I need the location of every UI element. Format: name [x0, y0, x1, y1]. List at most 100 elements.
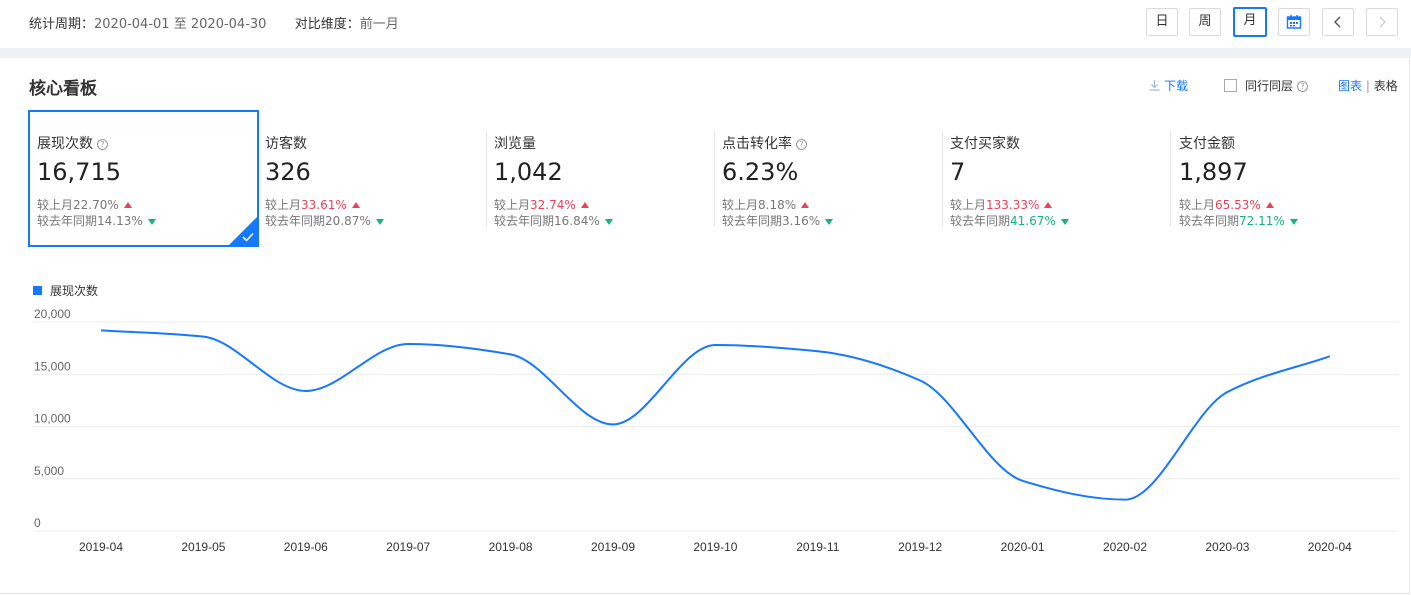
metric-divider [1170, 131, 1171, 227]
help-icon: ? [97, 139, 108, 150]
mom-label: 较上月 [722, 198, 759, 212]
mom-label: 较上月 [265, 198, 302, 212]
arrow-down-icon [825, 219, 834, 225]
legend-label: 展现次数 [50, 284, 99, 298]
arrow-up-icon [580, 202, 589, 208]
period-start: 2020-04-01 [94, 17, 170, 32]
metric-label: 点击转化率 [722, 136, 792, 152]
mom-value: 133.33% [986, 198, 1040, 212]
metric-card-payment-amount[interactable]: 支付金额 1,897 较上月65.53% 较去年同期72.11% [1171, 112, 1391, 242]
arrow-up-icon [351, 202, 360, 208]
mom-value: 22.70% [73, 198, 119, 212]
arrow-up-icon [123, 202, 132, 208]
yoy-value: 3.16% [782, 214, 821, 228]
metric-value: 326 [265, 158, 311, 186]
next-button[interactable] [1366, 8, 1398, 36]
legend-swatch [33, 286, 42, 295]
arrow-down-icon [604, 219, 613, 225]
metric-card-impressions[interactable]: 展现次数? 16,715 较上月22.70% 较去年同期14.13% [29, 112, 249, 242]
arrow-down-icon [147, 219, 156, 225]
metric-label: 支付金额 [1179, 136, 1235, 152]
selected-metric-frame [28, 110, 259, 247]
yoy-label: 较去年同期 [37, 214, 98, 228]
x-tick-label: 2019-08 [489, 540, 533, 554]
y-tick-label: 20,000 [34, 307, 71, 321]
metric-card-visitors[interactable]: 访客数 326 较上月33.61% 较去年同期20.87% [257, 112, 477, 242]
x-tick-label: 2020-01 [1001, 540, 1045, 554]
download-link[interactable]: 下载 [1149, 77, 1188, 94]
download-label: 下载 [1164, 79, 1189, 93]
metric-label: 浏览量 [494, 136, 536, 152]
calendar-button[interactable] [1278, 8, 1310, 36]
prev-button[interactable] [1322, 8, 1354, 36]
metric-label: 支付买家数 [950, 136, 1020, 152]
arrow-down-icon [1060, 219, 1069, 225]
metric-value: 1,897 [1179, 158, 1248, 186]
peer-compare-label: 同行同层 [1245, 79, 1294, 93]
chart-legend[interactable]: 展现次数 [33, 282, 98, 299]
yoy-value: 20.87% [325, 214, 371, 228]
chart-grid [33, 321, 1399, 532]
view-divider: | [1365, 79, 1370, 93]
y-tick-label: 5,000 [34, 464, 64, 478]
compare-label: 对比维度： [294, 17, 360, 32]
arrow-up-icon [801, 202, 810, 208]
y-tick-label: 0 [34, 516, 41, 530]
metric-value: 6.23% [722, 158, 799, 186]
help-icon: ? [796, 139, 807, 150]
metric-value: 7 [950, 158, 966, 186]
yoy-value: 16.84% [554, 214, 600, 228]
metric-label: 展现次数 [37, 136, 93, 152]
compare-value: 前一月 [359, 17, 399, 32]
x-axis-ticks: 2019-04 2019-05 2019-06 2019-07 2019-08 2019-… [79, 540, 1352, 554]
peer-compare-toggle[interactable]: 同行同层? [1224, 77, 1309, 94]
yoy-label: 较去年同期 [265, 214, 326, 228]
x-tick-label: 2019-05 [181, 540, 225, 554]
download-icon [1149, 80, 1160, 91]
chevron-left-icon [1334, 16, 1341, 28]
yoy-label: 较去年同期 [494, 214, 555, 228]
month-button[interactable]: 月 [1233, 7, 1267, 37]
x-tick-label: 2019-11 [796, 540, 839, 554]
x-tick-label: 2019-07 [386, 540, 430, 554]
period-to: 至 [173, 17, 187, 32]
period-end: 2020-04-30 [190, 17, 267, 32]
arrow-up-icon [1044, 202, 1053, 208]
x-tick-label: 2020-03 [1205, 540, 1249, 554]
chevron-right-icon [1379, 16, 1386, 28]
day-button[interactable]: 日 [1146, 8, 1178, 36]
mom-value: 33.61% [301, 198, 347, 212]
yoy-value: 14.13% [97, 214, 143, 228]
mom-value: 32.74% [530, 198, 576, 212]
mom-label: 较上月 [37, 198, 74, 212]
view-table-tab[interactable]: 表格 [1373, 79, 1398, 93]
yoy-label: 较去年同期 [950, 214, 1011, 228]
yoy-label: 较去年同期 [1179, 214, 1240, 228]
calendar-icon [1286, 15, 1302, 29]
x-tick-label: 2019-09 [591, 540, 635, 554]
yoy-value: 41.67% [1010, 214, 1056, 228]
yoy-label: 较去年同期 [722, 214, 783, 228]
check-icon [242, 232, 254, 242]
core-board-panel [0, 58, 1410, 594]
metric-value: 16,715 [37, 158, 121, 186]
x-tick-label: 2019-10 [693, 540, 737, 554]
mom-value: 8.18% [758, 198, 797, 212]
metric-card-click-conversion[interactable]: 点击转化率? 6.23% 较上月8.18% 较去年同期3.16% [714, 112, 934, 242]
metric-card-pageviews[interactable]: 浏览量 1,042 较上月32.74% 较去年同期16.84% [486, 112, 706, 242]
view-chart-tab[interactable]: 图表 [1338, 79, 1363, 93]
week-button[interactable]: 周 [1189, 8, 1221, 36]
arrow-up-icon [1265, 202, 1274, 208]
x-tick-label: 2019-06 [284, 540, 328, 554]
y-tick-label: 15,000 [34, 359, 71, 373]
selected-corner [229, 217, 257, 245]
series-line [100, 329, 1331, 501]
peer-compare-checkbox[interactable] [1224, 79, 1237, 92]
mom-value: 65.53% [1215, 198, 1261, 212]
mom-label: 较上月 [494, 198, 531, 212]
metric-label: 访客数 [265, 136, 307, 152]
metric-value: 1,042 [494, 158, 563, 186]
metric-card-paying-buyers[interactable]: 支付买家数 7 较上月133.33% 较去年同期41.67% [942, 112, 1162, 242]
top-bar: 统计周期：2020-04-01 至 2020-04-30 对比维度：前一月 日 … [0, 0, 1411, 48]
